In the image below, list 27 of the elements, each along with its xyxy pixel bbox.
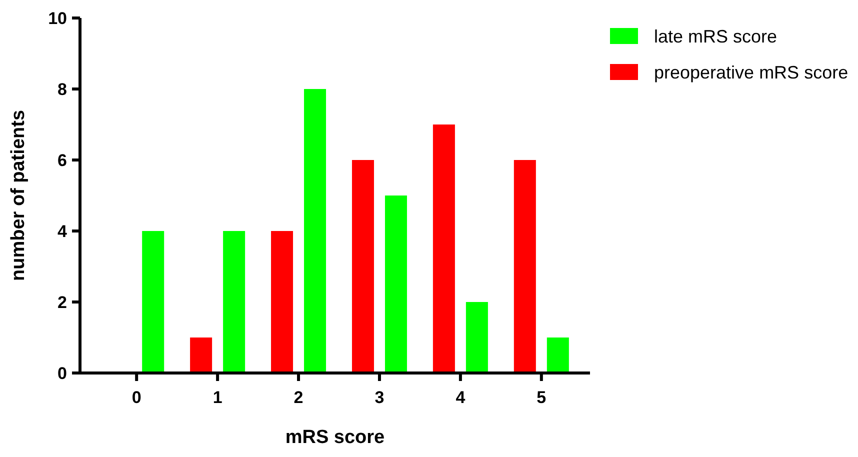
bar	[466, 302, 488, 373]
y-tick-label: 8	[58, 80, 67, 99]
x-tick-label: 2	[294, 388, 304, 407]
bar	[304, 89, 326, 373]
y-tick-label: 6	[58, 150, 67, 170]
y-tick-label: 2	[58, 292, 67, 312]
x-tick-label: 3	[374, 388, 384, 407]
bar	[384, 196, 407, 373]
x-tick-label: 1	[212, 388, 222, 407]
bar	[223, 231, 246, 373]
bar	[514, 160, 536, 373]
bar	[432, 124, 455, 373]
y-tick-label: 0	[58, 364, 67, 383]
legend-label: preoperative mRS score	[654, 62, 848, 82]
x-tick-label: 5	[536, 388, 546, 407]
bar	[546, 338, 569, 373]
bar	[142, 231, 164, 373]
x-axis-title: mRS score	[285, 427, 385, 448]
bar	[352, 160, 374, 373]
bar	[190, 338, 212, 373]
y-tick-label: 4	[58, 222, 68, 241]
y-axis-title: number of patients	[8, 110, 29, 282]
bar	[271, 231, 294, 373]
legend-label: late mRS score	[654, 26, 778, 46]
x-tick-label: 0	[132, 388, 142, 407]
x-tick-label: 4	[456, 388, 466, 407]
y-tick-label: 10	[48, 8, 67, 28]
